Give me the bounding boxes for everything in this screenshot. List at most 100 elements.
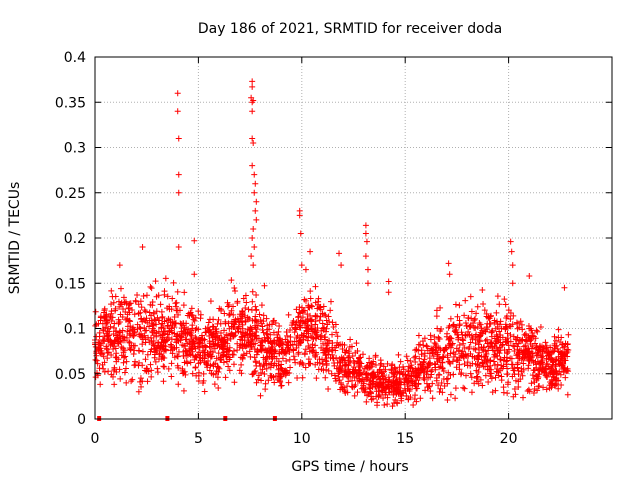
data-point bbox=[100, 336, 107, 343]
data-point bbox=[185, 326, 192, 333]
data-point bbox=[529, 350, 536, 357]
data-point bbox=[495, 336, 502, 343]
data-point bbox=[153, 347, 160, 354]
data-point bbox=[121, 354, 128, 361]
data-point bbox=[417, 395, 424, 402]
data-point bbox=[320, 367, 327, 374]
data-point bbox=[201, 355, 208, 362]
data-point bbox=[453, 364, 460, 371]
data-point bbox=[171, 354, 178, 361]
data-point bbox=[245, 316, 252, 323]
data-point bbox=[472, 315, 479, 322]
axis-ticks: 0 0.05 0.1 0.15 0.2 0.25 0.3 0.35 0.4 0 5 10 15 20 bbox=[55, 50, 612, 447]
data-point bbox=[425, 374, 432, 381]
data-point bbox=[351, 392, 358, 399]
data-point bbox=[240, 342, 247, 349]
data-point bbox=[168, 360, 175, 367]
data-point bbox=[165, 322, 172, 329]
data-point bbox=[238, 318, 245, 325]
data-point bbox=[540, 344, 547, 351]
data-point bbox=[138, 304, 145, 311]
data-point bbox=[168, 336, 175, 343]
data-point bbox=[291, 338, 298, 345]
data-point bbox=[302, 266, 309, 273]
data-point bbox=[215, 350, 222, 357]
data-point bbox=[316, 304, 323, 311]
data-point bbox=[161, 291, 168, 298]
data-point bbox=[511, 365, 518, 372]
data-point bbox=[428, 368, 435, 375]
data-point bbox=[210, 330, 217, 337]
data-point bbox=[152, 317, 159, 324]
data-point bbox=[198, 332, 205, 339]
data-point bbox=[468, 374, 475, 381]
data-point bbox=[267, 372, 274, 379]
data-point bbox=[362, 222, 369, 229]
data-point bbox=[342, 368, 349, 375]
data-point bbox=[430, 353, 437, 360]
data-point bbox=[542, 365, 549, 372]
data-point bbox=[497, 356, 504, 363]
data-point bbox=[182, 329, 189, 336]
data-point bbox=[249, 317, 256, 324]
data-point bbox=[309, 344, 316, 351]
data-point bbox=[151, 316, 158, 323]
data-point bbox=[263, 315, 270, 322]
data-point bbox=[364, 280, 371, 287]
data-point bbox=[510, 342, 517, 349]
data-point bbox=[147, 361, 154, 368]
data-point bbox=[225, 363, 232, 370]
data-point bbox=[436, 364, 443, 371]
data-point bbox=[520, 394, 527, 401]
data-point bbox=[514, 364, 521, 371]
data-point bbox=[170, 279, 177, 286]
data-point bbox=[313, 351, 320, 358]
data-point bbox=[467, 370, 474, 377]
data-point bbox=[108, 317, 115, 324]
data-point bbox=[253, 329, 260, 336]
data-point bbox=[323, 345, 330, 352]
data-point bbox=[389, 403, 396, 410]
data-point bbox=[392, 365, 399, 372]
data-point bbox=[472, 324, 479, 331]
data-point bbox=[487, 339, 494, 346]
data-point bbox=[496, 344, 503, 351]
data-point bbox=[116, 262, 123, 269]
data-point bbox=[375, 388, 382, 395]
data-point bbox=[268, 340, 275, 347]
data-point bbox=[468, 315, 475, 322]
data-point bbox=[474, 303, 481, 310]
data-point bbox=[92, 374, 99, 381]
data-point bbox=[417, 360, 424, 367]
data-point bbox=[115, 340, 122, 347]
data-point bbox=[97, 342, 104, 349]
data-point bbox=[462, 351, 469, 358]
data-point bbox=[228, 307, 235, 314]
data-point bbox=[97, 381, 104, 388]
data-point bbox=[393, 380, 400, 387]
data-point bbox=[252, 303, 259, 310]
data-point bbox=[477, 376, 484, 383]
data-point bbox=[554, 345, 561, 352]
data-point bbox=[532, 340, 539, 347]
data-point bbox=[131, 347, 138, 354]
data-point bbox=[137, 375, 144, 382]
data-point bbox=[310, 328, 317, 335]
data-point bbox=[290, 346, 297, 353]
data-point bbox=[343, 369, 350, 376]
data-point bbox=[518, 321, 525, 328]
data-point bbox=[158, 308, 165, 315]
data-point bbox=[501, 296, 508, 303]
data-point bbox=[275, 328, 282, 335]
data-point bbox=[270, 348, 277, 355]
data-point bbox=[315, 301, 322, 308]
data-point bbox=[544, 349, 551, 356]
data-point bbox=[163, 317, 170, 324]
data-point bbox=[253, 318, 260, 325]
data-point bbox=[557, 359, 564, 366]
data-point bbox=[206, 332, 213, 339]
data-point bbox=[558, 381, 565, 388]
data-point bbox=[191, 271, 198, 278]
data-point bbox=[405, 396, 412, 403]
data-point bbox=[479, 287, 486, 294]
